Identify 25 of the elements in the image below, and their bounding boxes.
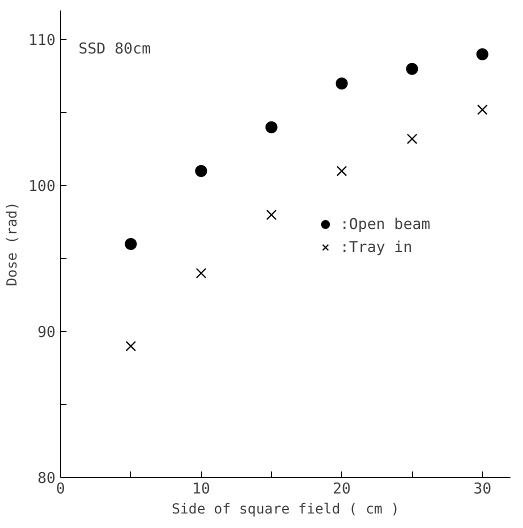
point [195, 165, 208, 178]
y-tick-label: 110 [28, 31, 56, 50]
point [336, 77, 348, 90]
legend-label: :Tray in [340, 238, 412, 256]
point [124, 238, 137, 250]
point [336, 166, 347, 176]
x-tick-label: 30 [473, 480, 492, 498]
legend-label: :Open beam [340, 215, 430, 233]
point [477, 104, 488, 115]
point [126, 340, 136, 352]
point [406, 134, 418, 144]
y-axis-title: Dose (rad) [4, 202, 20, 286]
x-tick-label: 20 [332, 480, 351, 498]
point [266, 210, 277, 220]
x-tick-label: 0 [56, 480, 66, 498]
point [476, 48, 488, 60]
y-tick-label: 100 [28, 177, 56, 196]
point [196, 268, 206, 278]
point [265, 121, 278, 134]
annotation: SSD 80cm [78, 40, 151, 58]
x-tick-label: 10 [192, 480, 210, 498]
point [406, 62, 418, 75]
y-tick-label: 80 [37, 469, 56, 487]
y-tick-label: 90 [37, 323, 56, 342]
x-axis-title: Side of square field ( cm ) [172, 502, 400, 518]
